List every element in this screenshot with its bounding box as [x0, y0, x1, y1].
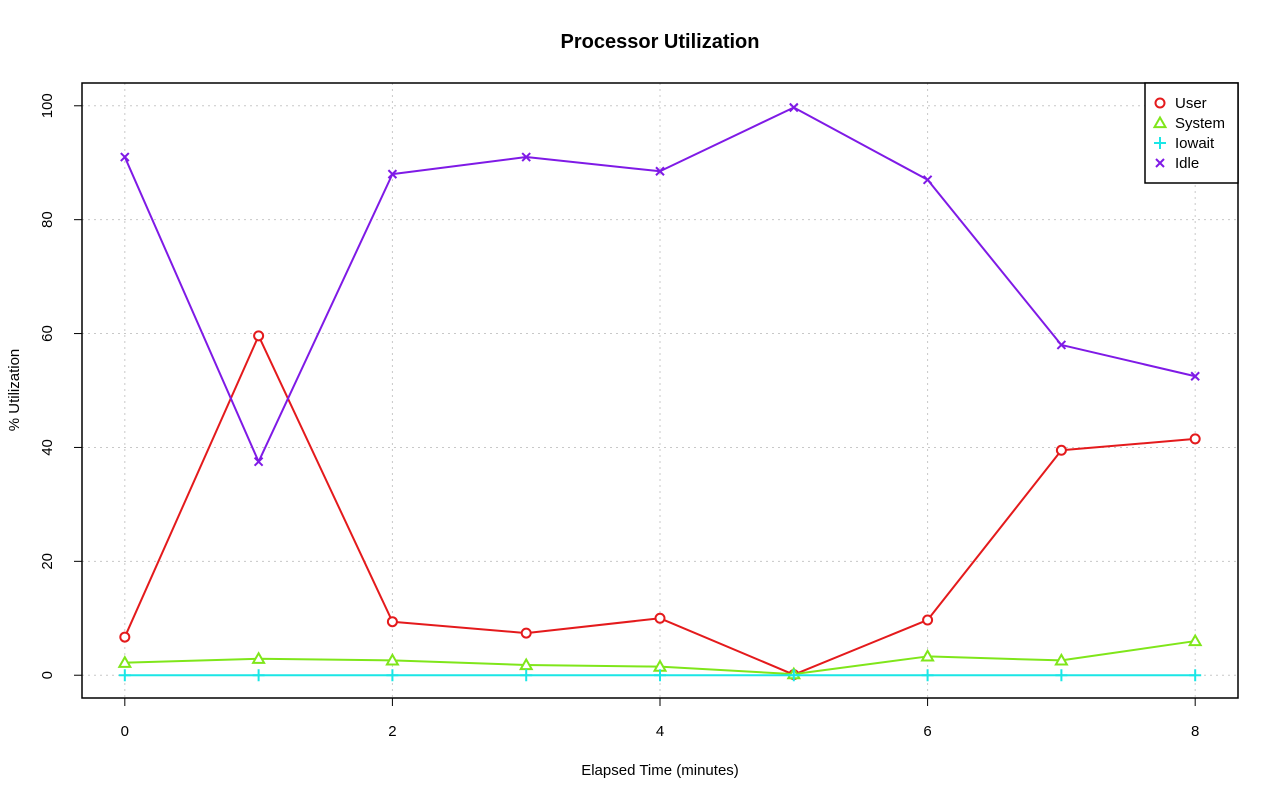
y-tick-label: 60 [39, 325, 56, 342]
data-point-circle [520, 627, 532, 639]
data-point-plus [386, 669, 399, 682]
data-point-triangle [518, 657, 534, 671]
legend-item-user: User [1154, 95, 1207, 112]
data-point-plus [654, 669, 666, 682]
x-tick-label: 0 [121, 723, 129, 740]
grid [82, 83, 1238, 698]
data-point-cross [120, 152, 130, 162]
data-point-triangle [251, 651, 266, 664]
data-point-circle [1154, 97, 1166, 109]
data-point-cross [789, 102, 799, 113]
data-point-cross [1056, 340, 1067, 350]
y-axis-label: % Utilization [6, 349, 23, 432]
y-tick-label: 100 [39, 93, 56, 118]
data-point-triangle [1187, 633, 1203, 647]
data-point-plus [252, 669, 265, 682]
legend: User System Iowait Idle [1144, 82, 1239, 184]
data-point-cross [1190, 371, 1200, 381]
data-point-plus [1154, 137, 1166, 149]
legend-item-system: System [1152, 115, 1225, 132]
data-point-plus [1189, 669, 1202, 682]
series-lines [117, 102, 1203, 682]
data-point-circle [1055, 444, 1067, 456]
legend-item-iowait: Iowait [1154, 135, 1215, 152]
x-tick-label: 6 [923, 723, 931, 740]
data-point-circle [1189, 433, 1201, 445]
data-point-cross [655, 166, 665, 176]
chart-title: Processor Utilization [561, 31, 760, 53]
data-point-plus [118, 669, 131, 682]
plot-frame [81, 82, 1239, 699]
legend-label: Idle [1175, 155, 1199, 172]
data-point-cross [922, 175, 933, 185]
data-point-triangle [1152, 115, 1168, 129]
data-point-triangle [385, 652, 400, 666]
y-tick-label: 80 [39, 211, 56, 228]
x-tick-label: 8 [1191, 723, 1199, 740]
legend-item-idle: Idle [1155, 155, 1199, 172]
data-point-circle [922, 614, 934, 626]
data-point-cross [387, 169, 398, 179]
y-tick-label: 20 [39, 553, 56, 570]
data-point-plus [921, 669, 934, 682]
data-point-triangle [1054, 652, 1069, 666]
legend-label: Iowait [1175, 135, 1215, 152]
x-tick-label: 4 [656, 723, 664, 740]
x-tick-label: 2 [388, 723, 396, 740]
series-idle [120, 102, 1200, 467]
data-point-plus [1055, 669, 1068, 682]
data-point-triangle [920, 648, 935, 662]
y-tick-label: 0 [39, 671, 56, 679]
data-point-circle [654, 612, 666, 624]
data-point-circle [119, 631, 131, 643]
data-point-plus [787, 669, 800, 682]
legend-label: User [1175, 95, 1207, 112]
series-iowait [118, 669, 1202, 682]
data-point-cross [253, 456, 264, 467]
data-point-cross [521, 152, 531, 162]
y-tick-label: 40 [39, 439, 56, 456]
x-axis-label: Elapsed Time (minutes) [581, 762, 739, 779]
data-point-circle [386, 616, 398, 628]
data-point-cross [1155, 158, 1165, 168]
data-point-triangle [117, 655, 133, 668]
legend-label: System [1175, 115, 1225, 132]
data-point-plus [520, 669, 533, 682]
data-point-circle [253, 330, 265, 342]
